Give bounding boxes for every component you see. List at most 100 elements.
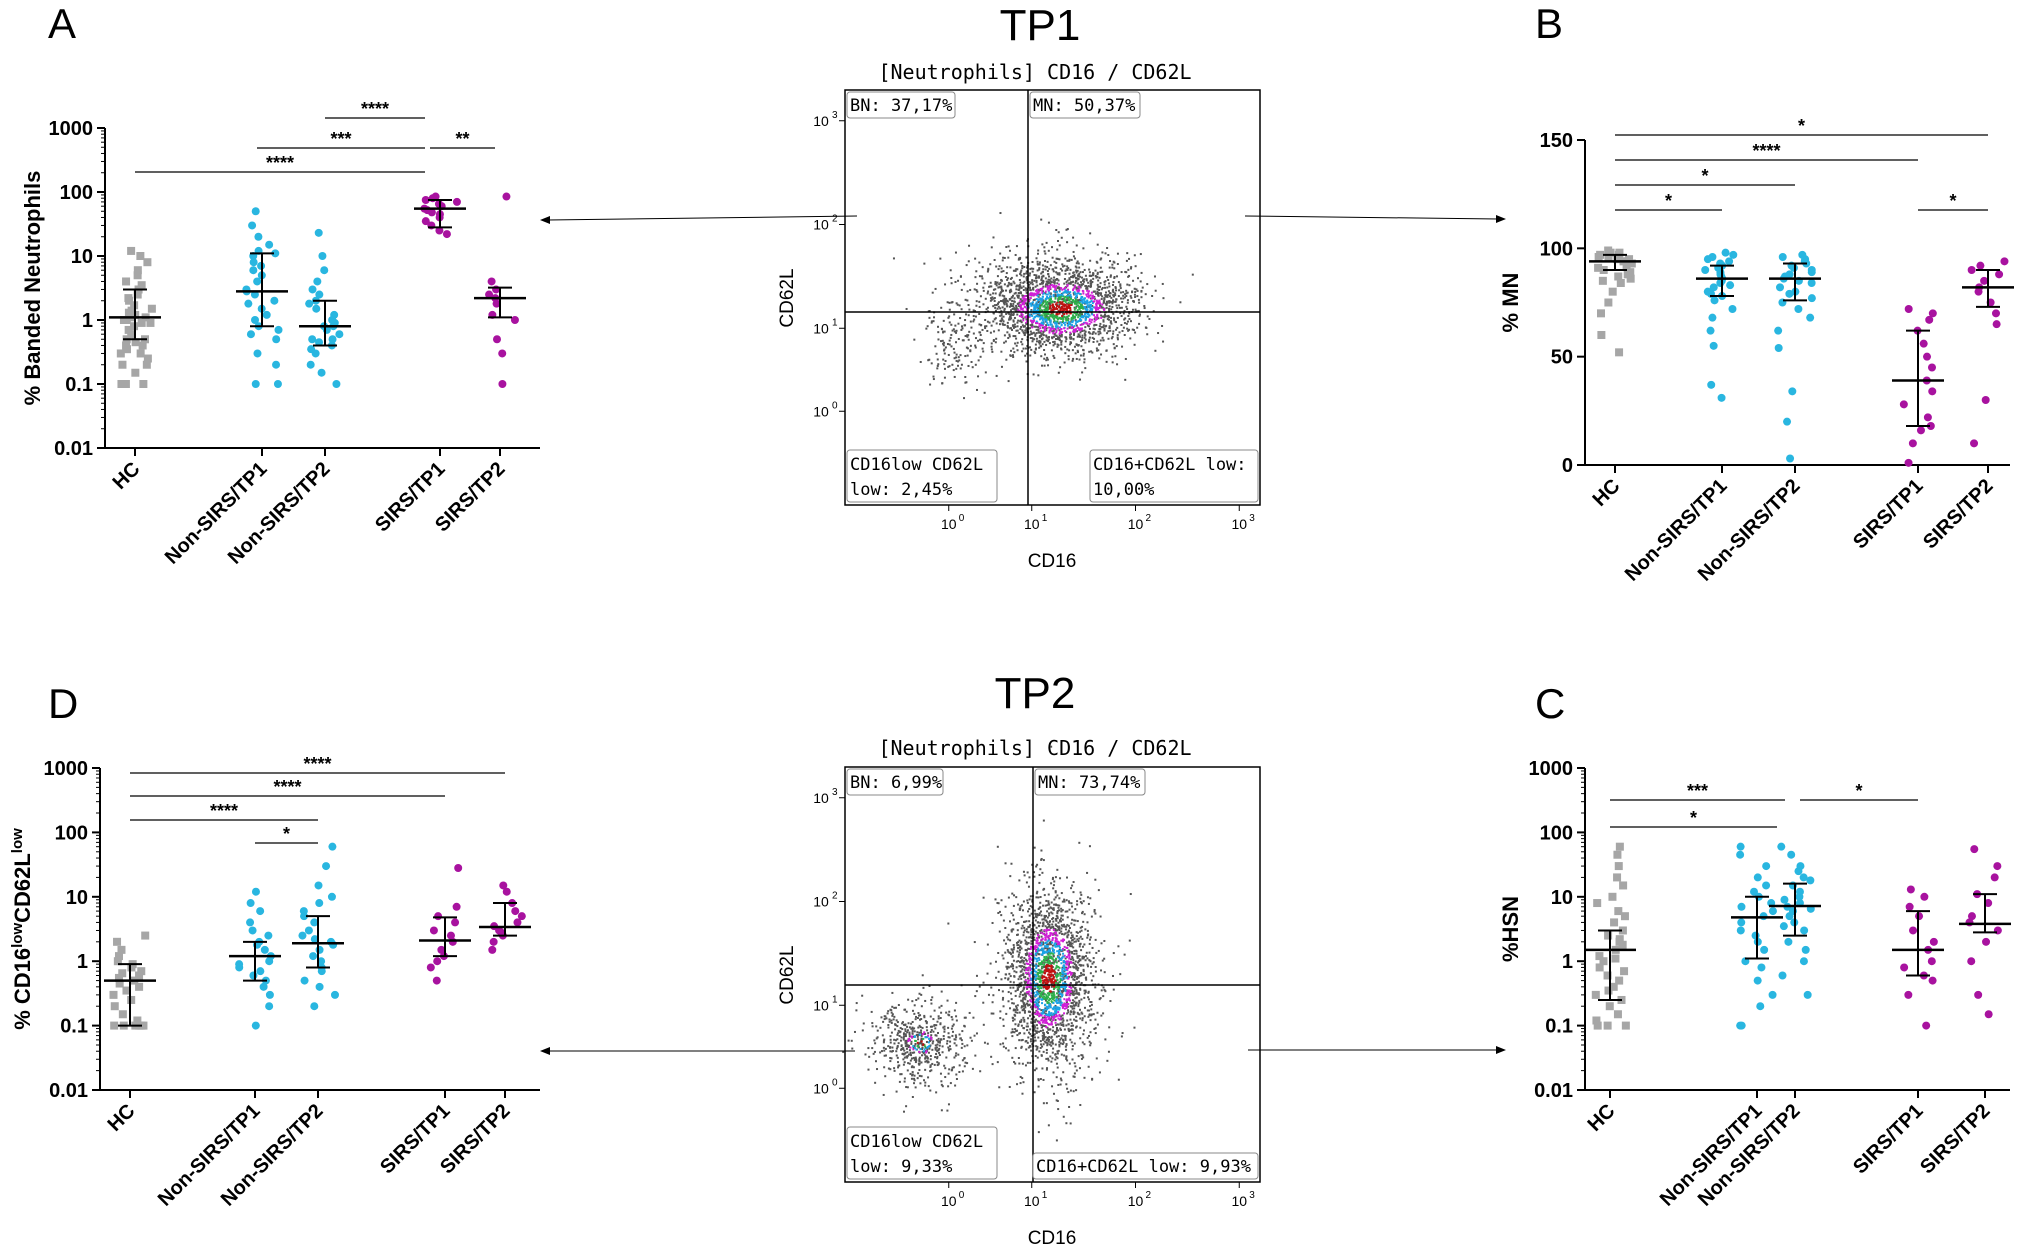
flow-event (931, 291, 934, 294)
flow-event (1140, 271, 1143, 274)
flow-event (1048, 326, 1051, 329)
quadrant-cd16low-2: low: 2,45% (850, 480, 952, 500)
flow-event (1051, 878, 1054, 881)
flow-event (926, 325, 929, 328)
flow-event (950, 333, 953, 336)
flow-event (1028, 973, 1031, 976)
flow-event (1116, 307, 1119, 310)
flow-event (1073, 1062, 1076, 1065)
flow-event (1117, 281, 1120, 284)
flow-event (1046, 952, 1049, 955)
flow-event (957, 338, 960, 341)
flow-event (1092, 327, 1095, 330)
flow-event (1041, 993, 1044, 996)
flow-event (1039, 1040, 1042, 1043)
flow-event (1036, 269, 1039, 272)
flow-event (1089, 1005, 1092, 1008)
flow-event (1073, 1011, 1076, 1014)
flow-event (1051, 933, 1054, 936)
data-point (315, 338, 324, 347)
flow-event (1105, 300, 1108, 303)
flow-event (1049, 997, 1052, 1000)
flow-event (1092, 975, 1095, 978)
flow-event (982, 342, 985, 345)
flow-event (1128, 257, 1131, 260)
flow-event (1076, 920, 1079, 923)
flow-event (1093, 337, 1096, 340)
flow-event (1110, 308, 1113, 311)
flow-event (1082, 964, 1085, 967)
flow-event (1000, 279, 1003, 282)
flow-event (1059, 977, 1062, 980)
data-point (1984, 1010, 1993, 1019)
quadrant-mn: MN: 50,37% (1033, 96, 1135, 116)
flow-event (1039, 288, 1042, 291)
flow-event (1116, 336, 1119, 339)
flow-event (1078, 329, 1081, 332)
flow-event (1136, 289, 1139, 292)
flow-event (1095, 347, 1098, 350)
flow-event (1011, 1030, 1014, 1033)
flow-event (1054, 1018, 1057, 1021)
flow-event (1085, 978, 1088, 981)
flow-event (1042, 980, 1045, 983)
flow-event (942, 330, 945, 333)
flow-event (1080, 1011, 1083, 1014)
flow-event (997, 286, 1000, 289)
flow-event (1043, 1040, 1046, 1043)
data-point (121, 380, 130, 388)
flow-event (1058, 932, 1061, 935)
flow-event (1051, 1051, 1054, 1054)
flow-event (1068, 954, 1071, 957)
significance-label: **** (361, 99, 389, 119)
flow-event (1076, 326, 1079, 329)
flow-event (1025, 318, 1028, 321)
flow-event (954, 280, 957, 283)
flow-event (1024, 942, 1027, 945)
flow-event (993, 330, 996, 333)
flow-event (1065, 1000, 1068, 1003)
data-point (1919, 339, 1928, 348)
flow-event (1081, 313, 1084, 316)
flow-event (1032, 317, 1035, 320)
flow-event (1078, 286, 1081, 289)
flow-event (1082, 970, 1085, 973)
flow-event (1139, 253, 1142, 256)
data-point (1710, 296, 1719, 305)
flow-event (1065, 312, 1068, 315)
flow-event (1056, 904, 1059, 907)
data-point (1613, 873, 1622, 882)
flow-event (1024, 1040, 1027, 1043)
flow-event (1025, 941, 1028, 944)
data-point (330, 310, 339, 319)
flow-event (1059, 339, 1062, 342)
flow-event (1030, 942, 1033, 945)
flow-event (1003, 307, 1006, 310)
flow-event (1044, 999, 1047, 1002)
flow-event (998, 283, 1001, 286)
flow-event (1046, 1021, 1049, 1024)
flow-event (1016, 294, 1019, 297)
flow-event (995, 303, 998, 306)
flow-event (1100, 257, 1103, 260)
flow-event (1019, 1075, 1022, 1078)
flow-event (1059, 1028, 1062, 1031)
flow-event (990, 348, 993, 351)
flow-event (1067, 303, 1070, 306)
flow-event (1051, 932, 1054, 935)
flow-event (1040, 976, 1043, 979)
data-point (124, 294, 133, 303)
flow-event (1010, 965, 1013, 968)
flow-event (1124, 357, 1127, 360)
flow-event (1059, 1022, 1062, 1025)
flow-event (1062, 990, 1065, 993)
data-point (1794, 305, 1803, 313)
flow-event (1050, 301, 1053, 304)
flow-event (999, 300, 1002, 303)
flow-event (1063, 967, 1066, 970)
flow-event (1095, 276, 1098, 279)
flow-event (1082, 957, 1085, 960)
flow-event (1031, 292, 1034, 295)
flow-event (1071, 301, 1074, 304)
flow-event (1056, 304, 1059, 307)
